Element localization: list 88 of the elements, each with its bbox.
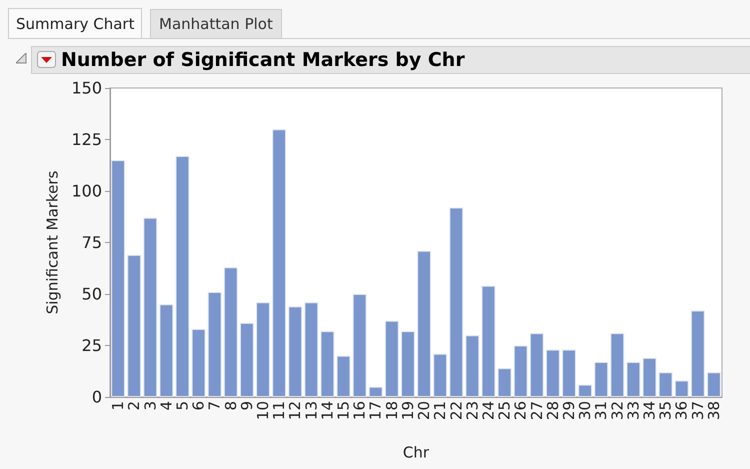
x-tick-label: 19	[398, 401, 417, 420]
x-tick-label: 24	[479, 401, 498, 420]
bar	[143, 218, 158, 397]
bar	[514, 346, 528, 397]
x-tick-label: 3	[141, 401, 160, 411]
y-tick-label: 75	[82, 233, 102, 252]
bar	[159, 304, 174, 397]
bar	[546, 350, 560, 397]
bar	[127, 254, 142, 397]
bar	[320, 331, 334, 397]
x-tick-label: 27	[528, 401, 546, 420]
text: Summary Chart	[8, 8, 142, 39]
bar	[578, 384, 592, 397]
chart-title: Number of Significant Markers by Chr	[61, 48, 465, 73]
bar	[111, 160, 125, 397]
bar	[707, 372, 721, 397]
x-tick-label: 5	[173, 401, 192, 411]
bar	[449, 207, 464, 397]
y-tick-label: 0	[92, 388, 102, 406]
bar	[304, 302, 318, 397]
x-axis-title: Chr	[402, 444, 430, 462]
x-tick-label: 26	[512, 401, 530, 420]
bar	[658, 372, 673, 397]
x-tick-label: 6	[190, 401, 208, 411]
bar	[352, 294, 367, 397]
x-tick-label: 13	[302, 401, 320, 420]
bar	[417, 250, 431, 397]
bar	[368, 386, 383, 397]
x-tick-label: 37	[688, 401, 707, 420]
bar	[272, 129, 286, 397]
x-tick-label: 23	[463, 401, 482, 420]
bar	[256, 302, 270, 397]
x-tick-label: 11	[270, 401, 288, 420]
bar	[610, 333, 624, 397]
bar	[176, 156, 190, 397]
x-tick-label: 14	[318, 401, 336, 420]
x-tick-label: 22	[447, 401, 466, 420]
y-tick-label: 50	[82, 284, 102, 304]
x-tick-label: 4	[157, 401, 176, 411]
bar	[626, 362, 640, 397]
bar	[674, 380, 689, 397]
x-tick-label: 29	[560, 401, 578, 420]
x-tick-label: 34	[640, 401, 659, 420]
x-tick-label: 10	[254, 401, 272, 420]
x-tick-label: 18	[382, 401, 401, 420]
bar	[288, 306, 302, 397]
x-tick-label: 30	[576, 401, 594, 420]
bar	[642, 358, 656, 397]
bar	[562, 350, 576, 397]
y-axis-title: Significant Markers	[44, 170, 62, 314]
bar	[192, 329, 206, 397]
bar	[482, 286, 496, 397]
text: Manhattan Plot	[150, 9, 282, 39]
x-tick-label: 33	[624, 401, 642, 420]
bar	[465, 335, 480, 397]
bar	[690, 310, 705, 397]
bar	[530, 333, 544, 397]
y-tick-label: 100	[71, 182, 102, 200]
x-tick-label: 28	[544, 401, 562, 420]
y-tick-label: 150	[71, 78, 102, 98]
bar	[224, 267, 238, 397]
x-tick-label: 32	[608, 401, 626, 420]
bar	[433, 354, 448, 397]
x-tick-label: 16	[350, 401, 369, 420]
x-tick-label: 21	[431, 401, 450, 420]
x-tick-label: 2	[125, 401, 144, 411]
bar	[498, 368, 512, 397]
x-tick-label: 8	[222, 401, 240, 411]
x-tick-label: 35	[656, 401, 675, 420]
x-tick-label: 1	[109, 401, 128, 411]
bar	[240, 322, 254, 397]
bar	[336, 356, 350, 397]
x-tick-label: 20	[415, 401, 434, 420]
x-tick-label: 17	[366, 401, 385, 420]
x-tick-label: 36	[672, 401, 691, 420]
x-tick-label: 9	[238, 401, 256, 411]
x-tick-label: 38	[704, 401, 723, 420]
x-tick-label: 7	[206, 401, 224, 411]
bar	[401, 331, 415, 397]
y-tick-label: 25	[82, 336, 102, 355]
bar	[594, 362, 608, 397]
x-tick-label: 25	[496, 401, 514, 420]
bar	[208, 292, 222, 397]
y-tick-label: 125	[71, 130, 102, 149]
bar	[384, 320, 399, 397]
x-tick-label: 12	[286, 401, 304, 420]
x-tick-label: 15	[334, 401, 353, 420]
x-tick-label: 31	[592, 401, 610, 420]
